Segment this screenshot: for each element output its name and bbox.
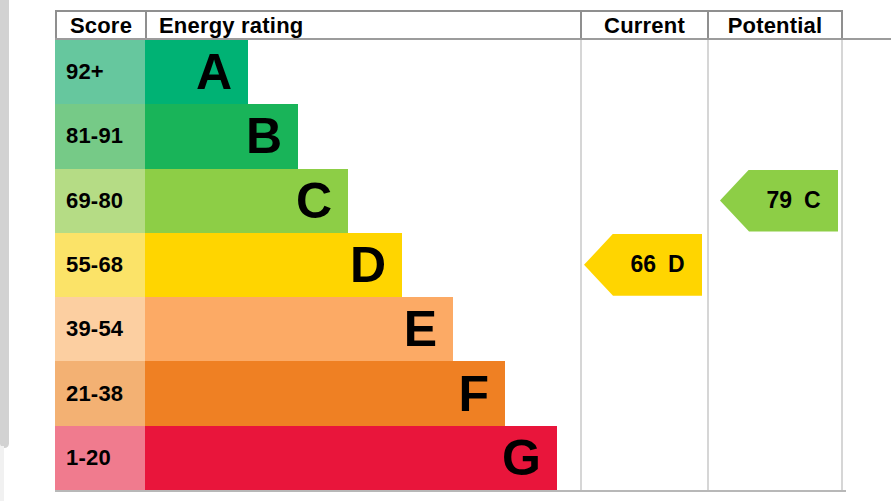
epc-rating-table: Score Energy rating Current Potential 92… (55, 10, 843, 492)
score-range-c: 69-80 (55, 169, 145, 233)
rating-bar-g: G (145, 426, 557, 490)
score-range-f: 21-38 (55, 361, 145, 425)
score-range-b: 81-91 (55, 104, 145, 168)
rating-bar-c: C (145, 169, 348, 233)
band-row-b: 81-91 B (55, 104, 843, 168)
band-letter-e: E (404, 304, 437, 354)
potential-rating-band: C (804, 187, 821, 214)
bands: 92+ A 81-91 B 69-80 C 55-68 D 39-54 E 21-38 F 1-20 G (55, 40, 843, 490)
band-row-e: 39-54 E (55, 297, 843, 361)
score-range-e: 39-54 (55, 297, 145, 361)
rating-bar-e: E (145, 297, 453, 361)
current-rating-value: 66 (630, 251, 656, 278)
current-column-divider (580, 40, 582, 490)
header-potential: Potential (707, 12, 843, 40)
score-range-d: 55-68 (55, 233, 145, 297)
table-right-border (841, 40, 843, 490)
band-row-f: 21-38 F (55, 361, 843, 425)
header-energy-rating: Energy rating (145, 12, 580, 40)
band-letter-c: C (296, 176, 332, 226)
band-row-a: 92+ A (55, 40, 843, 104)
band-row-g: 1-20 G (55, 426, 843, 490)
epc-chart-page: Score Energy rating Current Potential 92… (0, 0, 891, 501)
potential-column-divider (707, 40, 709, 490)
band-letter-a: A (196, 47, 232, 97)
rating-bar-d: D (145, 233, 402, 297)
score-range-g: 1-20 (55, 426, 145, 490)
rating-bar-a: A (145, 40, 248, 104)
band-letter-g: G (502, 433, 541, 483)
page-edge-strip (0, 0, 9, 448)
score-range-a: 92+ (55, 40, 145, 104)
potential-rating-value: 79 (766, 187, 792, 214)
band-row-d: 55-68 D (55, 233, 843, 297)
band-letter-d: D (350, 240, 386, 290)
header-current: Current (580, 12, 707, 40)
band-letter-f: F (458, 369, 489, 419)
band-letter-b: B (246, 111, 282, 161)
page-edge-strip-lower (0, 446, 4, 501)
rating-bar-f: F (145, 361, 505, 425)
current-rating-band: D (668, 251, 685, 278)
rating-bar-b: B (145, 104, 298, 168)
table-header-row: Score Energy rating Current Potential (55, 10, 843, 40)
table-bottom-border (55, 490, 846, 492)
header-score: Score (55, 12, 145, 40)
